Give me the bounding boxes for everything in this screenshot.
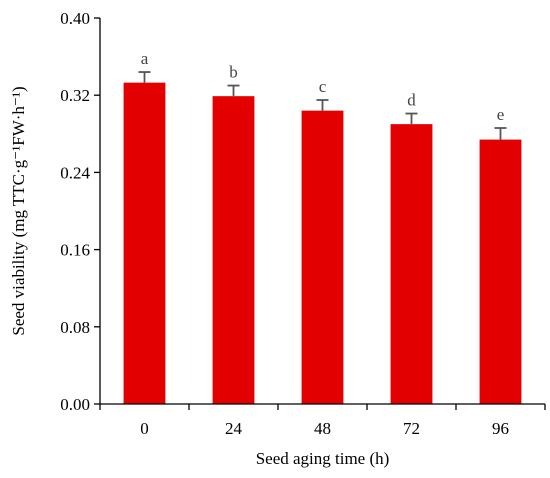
significance-label: e bbox=[497, 105, 505, 124]
bar bbox=[212, 96, 255, 404]
x-tick-label: 0 bbox=[140, 419, 149, 438]
significance-label: b bbox=[229, 63, 238, 82]
y-tick-label: 0.16 bbox=[60, 241, 90, 260]
x-tick-label: 48 bbox=[314, 419, 331, 438]
bar bbox=[301, 110, 344, 404]
x-tick-label: 24 bbox=[225, 419, 243, 438]
y-tick-label: 0.00 bbox=[60, 395, 90, 414]
y-tick-label: 0.24 bbox=[60, 163, 90, 182]
y-tick-label: 0.40 bbox=[60, 9, 90, 28]
y-axis-title: Seed viability (mg TTC·g⁻¹FW·h⁻¹) bbox=[9, 86, 28, 335]
x-tick-label: 72 bbox=[403, 419, 420, 438]
y-tick-label: 0.08 bbox=[60, 318, 90, 337]
significance-label: a bbox=[141, 49, 149, 68]
x-axis-title: Seed aging time (h) bbox=[256, 449, 390, 468]
x-axis-ticks: 0 24 48 72 96 bbox=[99, 404, 546, 438]
y-axis-ticks: 0.00 0.08 0.16 0.24 0.32 0.40 bbox=[60, 9, 100, 414]
significance-label: c bbox=[319, 77, 327, 96]
bar bbox=[390, 124, 433, 405]
bar bbox=[479, 139, 522, 404]
bar bbox=[123, 82, 166, 404]
axes bbox=[99, 18, 545, 405]
plot-marks: a b c d e bbox=[123, 49, 522, 405]
y-tick-label: 0.32 bbox=[60, 86, 90, 105]
x-tick-label: 96 bbox=[492, 419, 509, 438]
significance-label: d bbox=[407, 91, 416, 110]
